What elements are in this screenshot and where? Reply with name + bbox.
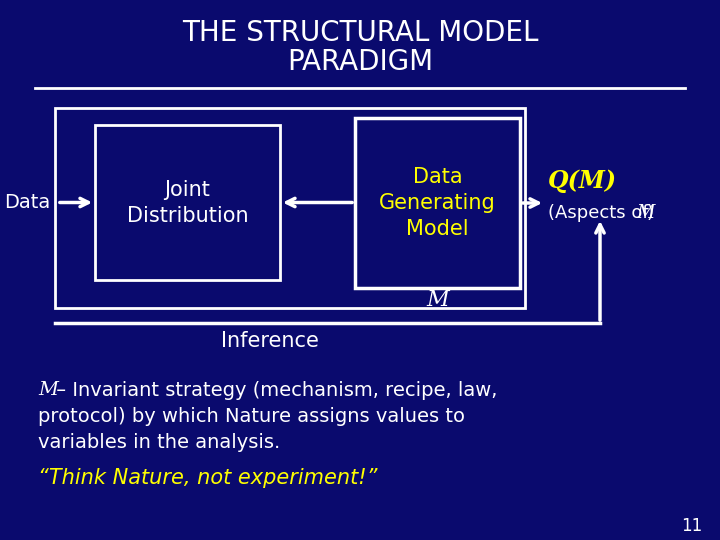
Text: M: M [636,204,654,222]
Text: Generating: Generating [379,193,496,213]
Text: Data: Data [413,167,462,187]
Text: Q(M): Q(M) [548,169,617,193]
Text: Inference: Inference [221,331,319,351]
Text: – Invariant strategy (mechanism, recipe, law,: – Invariant strategy (mechanism, recipe,… [50,381,498,400]
Text: ): ) [647,204,654,222]
Text: protocol) by which Nature assigns values to: protocol) by which Nature assigns values… [38,407,465,426]
Text: M: M [38,381,58,399]
Bar [55,108,525,308]
Text: Distribution: Distribution [127,206,248,226]
Text: Model: Model [406,219,469,239]
Text: Joint: Joint [165,179,210,199]
Text: (Aspects of: (Aspects of [548,204,654,222]
Text: M: M [426,289,449,311]
Text: variables in the analysis.: variables in the analysis. [38,433,280,451]
Text: Data: Data [4,193,50,212]
Bar [95,125,280,280]
Text: PARADIGM: PARADIGM [287,48,433,76]
Text: “Think Nature, not experiment!”: “Think Nature, not experiment!” [38,468,377,488]
Bar [355,118,520,288]
Text: 11: 11 [680,517,702,535]
Text: THE STRUCTURAL MODEL: THE STRUCTURAL MODEL [181,19,539,47]
